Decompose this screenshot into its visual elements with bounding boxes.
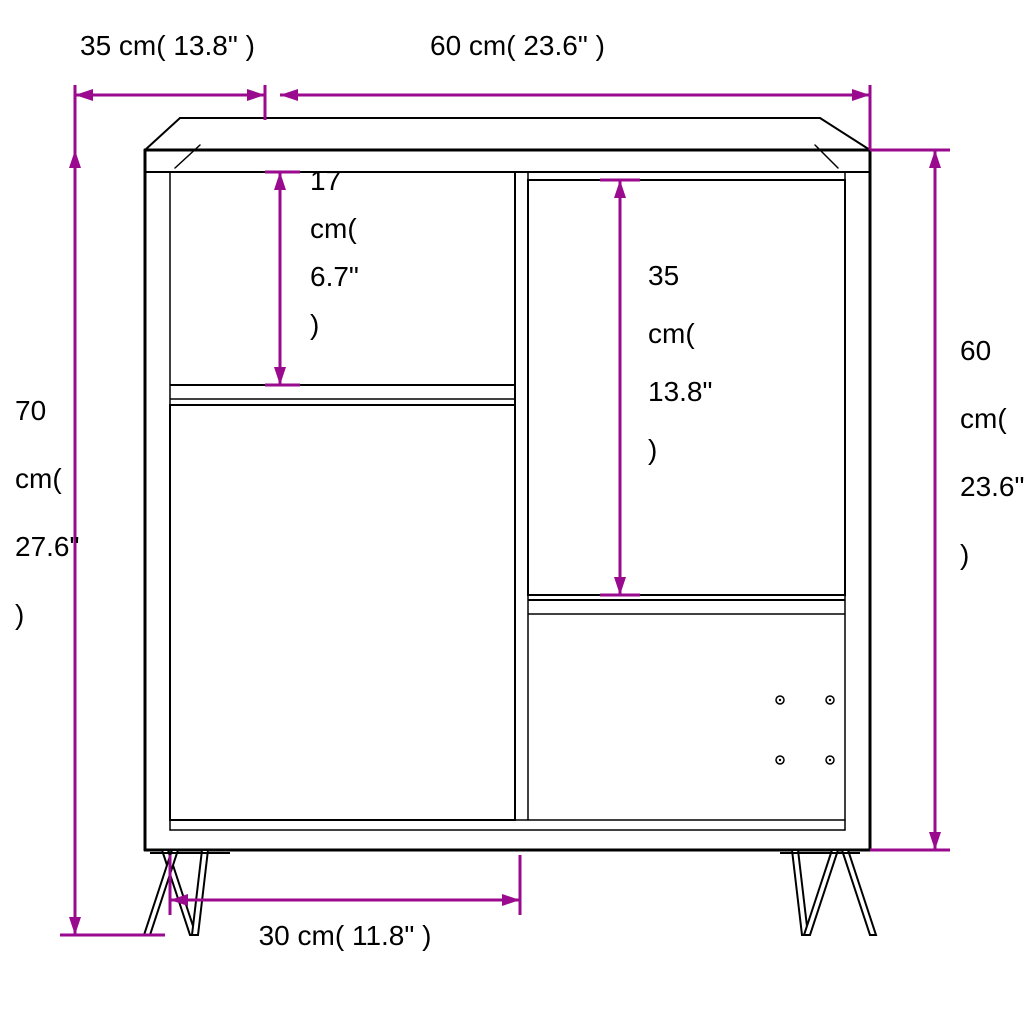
dimension-label: ) bbox=[960, 539, 969, 570]
dimension-label: cm( bbox=[15, 463, 62, 494]
dimension-label: cm( bbox=[310, 213, 357, 244]
dimension-layer: 35 cm( 13.8" ) 60 cm( 23.6" ) 17 cm( 6.7") 35… bbox=[15, 30, 1024, 951]
dimension-shelf_17: 17 cm( 6.7") bbox=[265, 165, 359, 385]
dimension-height_70: 70 cm( 27.6") bbox=[15, 150, 165, 935]
dimension-label: 60 cm( 23.6" ) bbox=[430, 30, 605, 61]
dimension-label: cm( bbox=[648, 318, 695, 349]
dimension-label: 30 cm( 11.8" ) bbox=[259, 920, 432, 951]
dimension-depth_35: 35 cm( 13.8" ) bbox=[75, 30, 265, 155]
dimension-body_60: 60 cm( 23.6") bbox=[870, 150, 1024, 850]
dimension-label: 17 bbox=[310, 165, 341, 196]
dimension-label: 35 bbox=[648, 260, 679, 291]
furniture-drawing bbox=[144, 118, 876, 935]
dimension-width_60: 60 cm( 23.6" ) bbox=[280, 30, 870, 150]
dimension-label: ) bbox=[310, 309, 319, 340]
dimension-label: ) bbox=[15, 599, 24, 630]
dimension-label: 70 bbox=[15, 395, 46, 426]
dimension-half_30: 30 cm( 11.8" ) bbox=[170, 855, 520, 951]
dimension-label: 6.7" bbox=[310, 261, 359, 292]
dimension-label: 60 bbox=[960, 335, 991, 366]
dimension-label: 35 cm( 13.8" ) bbox=[80, 30, 255, 61]
dimension-label: 13.8" bbox=[648, 376, 712, 407]
dimension-label: 27.6" bbox=[15, 531, 79, 562]
dimension-label: cm( bbox=[960, 403, 1007, 434]
dimension-label: 23.6" bbox=[960, 471, 1024, 502]
dimension-label: ) bbox=[648, 434, 657, 465]
